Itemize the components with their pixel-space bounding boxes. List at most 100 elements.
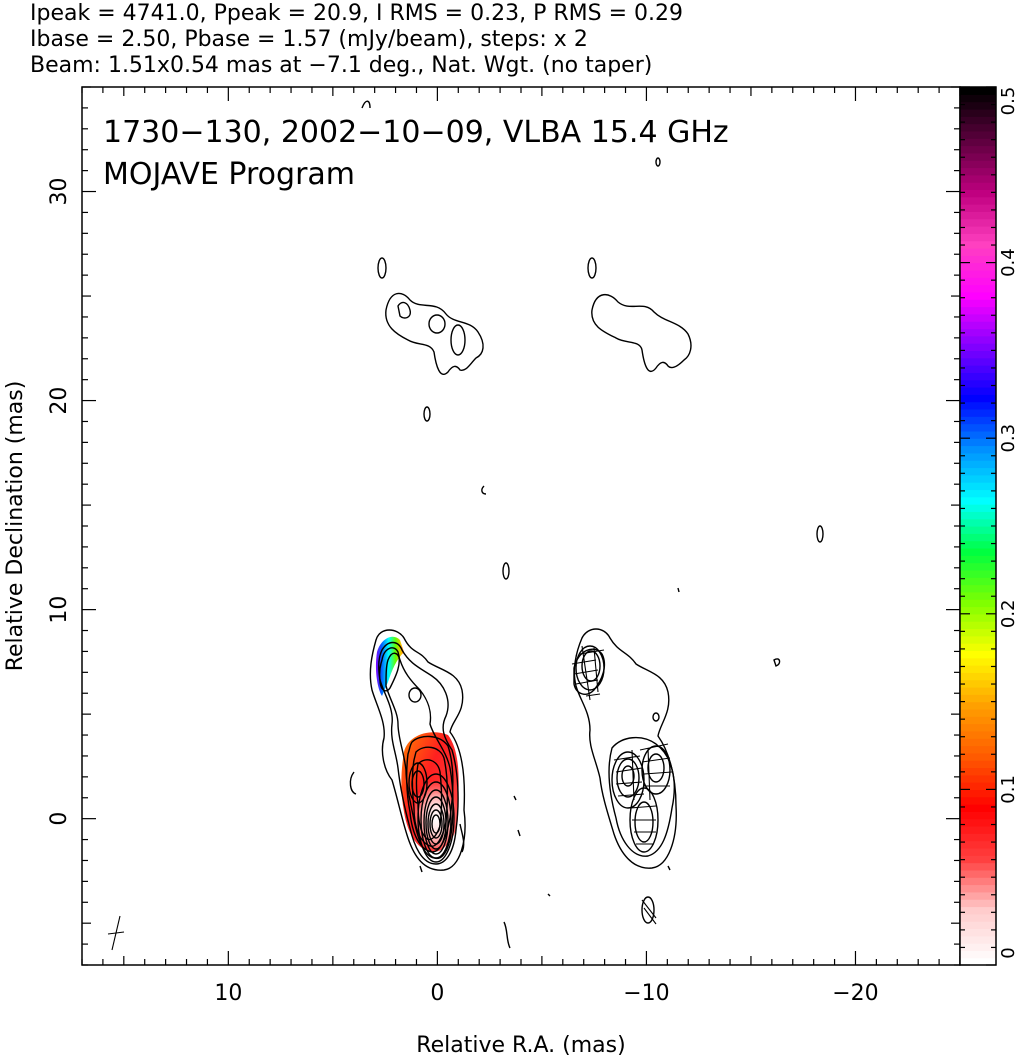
colorbar-segment [960,438,996,447]
contour-blob-3 [502,562,510,580]
colorbar-segment [960,701,996,710]
colorbar-segment [960,679,996,688]
contour-core-4 [425,796,447,850]
header-line-1: Ipeak = 4741.0, Ppeak = 20.9, I RMS = 0.… [30,1,683,26]
pol-ring-8 [641,896,655,924]
colorbar-segment [960,613,996,622]
colorbar-segment [960,357,996,366]
contour-core-5 [427,803,445,845]
colorbar-tick-label: 0.3 [998,424,1019,453]
pol-contour-knot [573,648,606,695]
colorbar-segment [960,328,996,337]
evpa-sticks [571,645,673,925]
colorbar-segment [960,526,996,534]
contour-knot-hole [408,687,422,703]
pol-contour-outer [573,628,677,869]
contour-blob-9 [513,795,517,801]
colorbar-segment [960,423,996,432]
colorbar [960,86,996,966]
colorbar-segment [960,174,996,183]
colorbar-segment [960,665,996,673]
pol-ring-3 [621,765,635,787]
colorbar-segment [960,708,996,717]
contour-core-6 [429,809,443,839]
colorbar-segment [960,606,996,615]
colorbar-segment [960,950,996,959]
colorbar-segment [960,511,996,520]
colorbar-segment [960,467,996,476]
colorbar-frame [959,86,997,966]
colorbar-segment [960,672,996,681]
colorbar-segment [960,372,996,381]
colorbar-segment [960,628,996,637]
colorbar-segment [960,913,996,922]
colorbar-segment [960,862,996,871]
x-tick-labels: 10 0 −10 −20 [214,981,878,1006]
colorbar-segment [960,921,996,930]
colorbar-segment [960,284,996,293]
contour-blob-1 [377,257,387,279]
colorbar-segment [960,811,996,820]
contour-jet-knot-a [408,762,428,804]
contour-blob-6 [349,771,357,795]
colorbar-segment [960,226,996,234]
y-axis-label: Relative Declination (mas) [3,381,28,672]
colorbar-segment [960,635,996,644]
colorbar-segment [960,577,996,586]
contour-halo-left-blob [450,324,466,356]
annotation-line-1: 1730−130, 2002−10−09, VLBA 15.4 GHz [103,115,729,150]
pol-blob-5 [677,587,680,593]
colorbar-segment [960,460,996,469]
colorbar-segment [960,935,996,944]
x-tick-label: 10 [214,981,242,1006]
intensity-contours [349,100,551,949]
plot-frame [81,86,961,966]
colorbar-segment [960,767,996,776]
contour-core-3 [423,789,449,855]
colorbar-segment [960,116,996,125]
colorbar-segment [960,482,996,491]
y-tick-label: 10 [47,596,72,624]
colorbar-segment [960,108,996,117]
contour-blob-8 [503,921,511,949]
colorbar-tick-label: 0.5 [998,87,1019,116]
contour-blob-11 [547,893,551,897]
x-axis-label: Relative R.A. (mas) [416,1033,625,1058]
colorbar-segment [960,782,996,790]
pol-blob-4 [773,658,781,667]
colorbar-segment [960,262,996,271]
colorbar-segment [960,291,996,300]
colorbar-segment [960,335,996,344]
pol-ring-1 [611,751,645,809]
colorbar-segment [960,584,996,593]
contour-halo-left-hole [428,314,446,334]
colorbar-segment [960,657,996,666]
colorbar-segment [960,752,996,761]
colorbar-segment [960,277,996,286]
contour-blob-5 [361,100,371,109]
colorbar-segment [960,269,996,278]
header-line-2: Ibase = 2.50, Pbase = 1.57 (mJy/beam), s… [30,27,588,52]
contour-jet-2 [377,641,459,865]
colorbar-segment [960,394,996,403]
colorbar-segment [960,247,996,256]
colorbar-tick-label: 0.4 [998,248,1019,277]
colorbar-segment [960,306,996,315]
colorbar-segment [960,94,996,103]
colorbar-segment [960,365,996,373]
contour-core-2 [420,781,452,859]
colorbar-segment [960,943,996,951]
contour-jet-6 [415,759,443,841]
colorbar-segment [960,547,996,556]
colorbar-segment [960,906,996,915]
colorbar-segment [960,716,996,725]
pol-blob-1 [587,257,597,279]
pol-halo [591,294,692,373]
colorbar-segment [960,840,996,849]
colorbar-segment [960,160,996,169]
colorbar-segment [960,540,996,549]
pol-ring-9 [652,712,660,722]
beam-marker [107,915,125,951]
colorbar-segment [960,218,996,227]
